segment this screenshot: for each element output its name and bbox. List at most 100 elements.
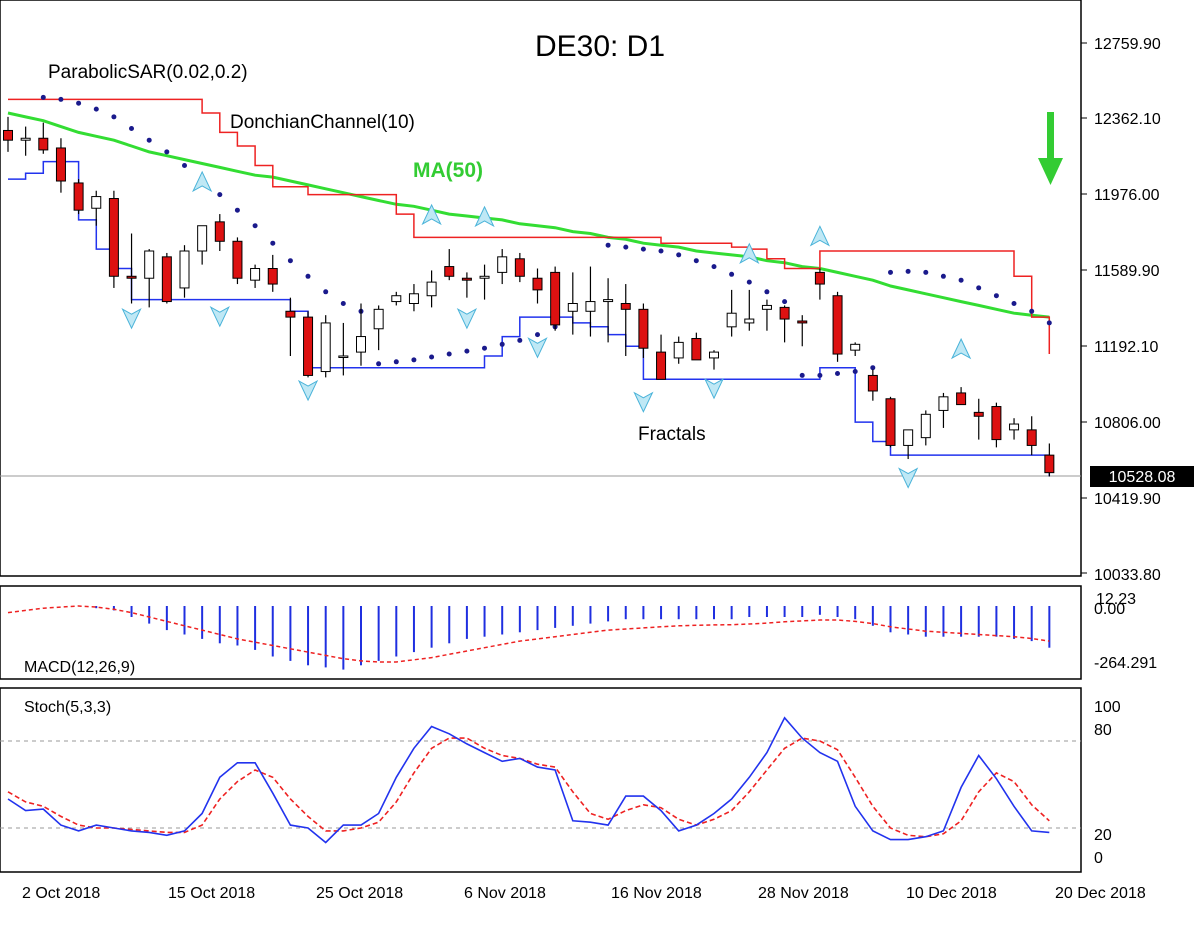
date-tick-label: 20 Dec 2018 xyxy=(1055,885,1146,902)
sar-dot xyxy=(270,240,276,246)
candle-body xyxy=(373,308,384,330)
candle-body xyxy=(303,316,314,376)
candle-body xyxy=(497,256,508,273)
candle-body xyxy=(1044,454,1055,474)
candle xyxy=(1044,443,1055,477)
candle xyxy=(108,190,119,288)
candle-body xyxy=(973,411,984,417)
price-tick-label: 12759.90 xyxy=(1094,36,1161,53)
candle xyxy=(620,284,631,356)
candle xyxy=(797,315,808,347)
sar-dot xyxy=(287,258,293,264)
macd-tick-label: 0.00 xyxy=(1094,601,1125,618)
stoch-tick-label: 0 xyxy=(1094,850,1103,867)
candle xyxy=(161,252,172,304)
fractal-down-icon xyxy=(703,377,725,400)
sar-dot xyxy=(129,126,134,131)
candle-body xyxy=(461,277,472,281)
stoch-tick-label: 100 xyxy=(1094,699,1121,716)
candle xyxy=(408,284,419,312)
candle-body xyxy=(850,343,861,351)
candle-body xyxy=(73,182,84,211)
main-panel-frame xyxy=(0,0,1082,577)
candle-body xyxy=(532,277,543,291)
candle-body xyxy=(991,406,1002,441)
candle-body xyxy=(55,147,66,182)
sar-dot xyxy=(411,357,417,363)
macd-panel-frame xyxy=(0,585,1082,680)
sar-dot xyxy=(111,114,117,120)
sar-dot xyxy=(799,372,805,378)
candle xyxy=(144,249,155,308)
current-price-box xyxy=(1090,466,1194,487)
candle-body xyxy=(726,312,737,328)
sar-dot xyxy=(870,365,876,371)
sar-label: ParabolicSAR(0.02,0.2) xyxy=(48,62,248,83)
date-tick-label: 16 Nov 2018 xyxy=(611,885,702,902)
chart-title: DE30: D1 xyxy=(535,30,665,63)
candle-body xyxy=(567,302,578,312)
candle-body xyxy=(585,301,596,312)
candle xyxy=(356,303,366,366)
candle xyxy=(73,179,84,215)
donchian-lower-line xyxy=(8,160,1051,477)
macd-label: MACD(12,26,9) xyxy=(24,659,135,676)
date-tick-label: 2 Oct 2018 xyxy=(22,885,100,902)
candle-body xyxy=(108,198,119,277)
candle xyxy=(126,233,137,304)
sar-dot xyxy=(429,354,435,360)
candle xyxy=(285,297,296,356)
sar-dot xyxy=(782,299,788,305)
candle xyxy=(55,138,66,193)
sar-dot xyxy=(658,248,664,254)
date-tick-label: 10 Dec 2018 xyxy=(906,885,997,902)
sar-dot xyxy=(93,106,99,112)
candle-body xyxy=(161,256,172,303)
stoch-series xyxy=(0,716,1081,844)
candle-body xyxy=(1026,429,1037,446)
fractals-label: Fractals xyxy=(638,424,706,445)
donchian-series xyxy=(8,98,1051,477)
candle-body xyxy=(285,310,296,318)
fractal-up-icon xyxy=(809,225,831,247)
stoch-tick-label: 80 xyxy=(1094,722,1112,739)
candle xyxy=(991,402,1002,448)
candle xyxy=(656,334,667,380)
candle xyxy=(1009,418,1020,440)
date-axis: 2 Oct 2018 15 Oct 2018 25 Oct 2018 6 Nov… xyxy=(22,885,1146,902)
candle xyxy=(20,126,31,156)
sar-dot xyxy=(888,269,893,275)
macd-top-label: 12.23 xyxy=(1096,591,1136,608)
ma-label: MA(50) xyxy=(413,159,483,182)
fractals-series xyxy=(121,170,972,489)
candle xyxy=(179,245,190,298)
sar-dot xyxy=(464,348,470,354)
fractal-up-icon xyxy=(474,205,495,228)
candle xyxy=(603,278,614,343)
price-tick-label: 10033.80 xyxy=(1094,567,1161,584)
candle xyxy=(338,322,349,376)
price-tick-label: 11589.90 xyxy=(1094,263,1160,280)
candle-body xyxy=(20,137,31,141)
candle-body xyxy=(673,341,684,359)
candle xyxy=(391,291,402,306)
candle-body xyxy=(920,413,931,439)
candle-body xyxy=(779,306,790,320)
candle-body xyxy=(126,275,137,279)
stoch-panel-frame xyxy=(0,687,1082,873)
macd-tick-label: -264.291 xyxy=(1094,655,1157,672)
candle xyxy=(567,272,578,335)
candle xyxy=(779,305,790,343)
candle xyxy=(214,214,225,252)
sar-dot xyxy=(852,369,858,374)
candle-body xyxy=(479,275,490,279)
candle-body xyxy=(656,351,667,380)
candle xyxy=(550,266,561,331)
candle-body xyxy=(356,336,366,353)
sar-dot xyxy=(746,279,752,285)
fractal-up-icon xyxy=(421,203,442,226)
candle-body xyxy=(197,225,208,252)
sar-dot xyxy=(905,268,911,274)
date-tick-label: 15 Oct 2018 xyxy=(168,885,255,902)
